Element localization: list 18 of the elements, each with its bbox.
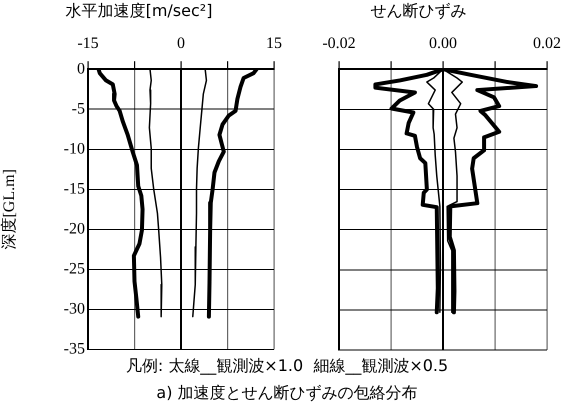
x-tick-label: 15 [266, 34, 282, 52]
chart-title: 水平加速度[m/sec²] [66, 0, 212, 20]
y-tick-label: -30 [64, 300, 85, 318]
y-tick-label: -10 [64, 140, 85, 158]
text: a) 加速度とせん断ひずみの包絡分布 [155, 382, 419, 404]
x-tick-label: 0 [177, 34, 185, 52]
y-tick-label: -20 [64, 220, 85, 238]
x-tick-label: 0.00 [429, 34, 457, 52]
y-axis-title: 深度[GL.m] [0, 169, 18, 250]
text: 凡例: 太線__観測波×1.0 細線__観測波×0.5 [126, 356, 448, 375]
y-tick-label: 0 [77, 60, 85, 78]
y-tick-label: -15 [64, 180, 85, 198]
y-tick-label: -25 [64, 260, 85, 278]
x-tick-label: 0.02 [533, 34, 561, 52]
y-tick-label: -5 [72, 100, 85, 118]
chart-title: せん断ひずみ [370, 0, 466, 20]
y-tick-label: -35 [64, 340, 85, 358]
x-tick-label: -0.02 [322, 34, 356, 52]
